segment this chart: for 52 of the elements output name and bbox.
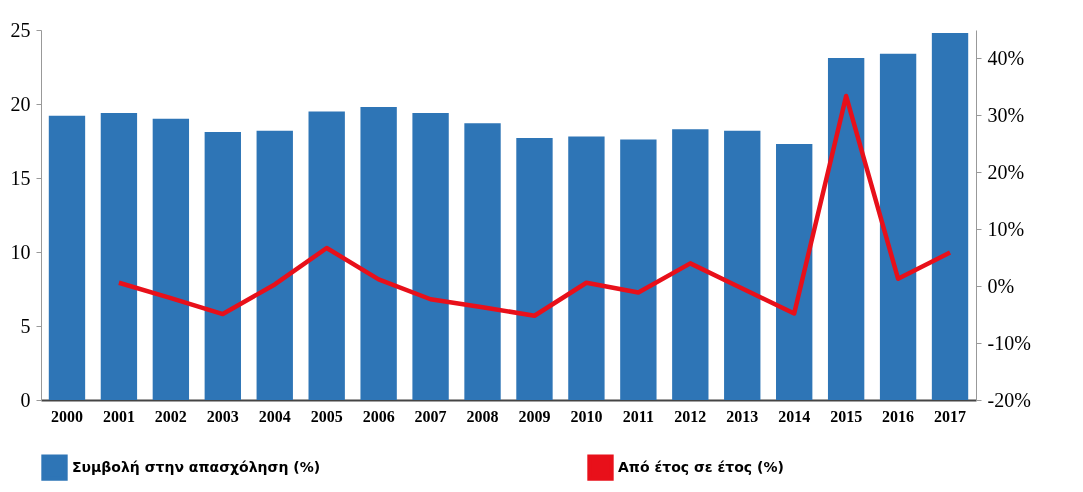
y2-tick-label: -10% bbox=[987, 331, 1031, 354]
bar bbox=[48, 115, 86, 400]
bar bbox=[724, 130, 761, 400]
x-tick-label: 2001 bbox=[102, 407, 135, 425]
bar bbox=[776, 143, 813, 400]
x-tick-label: 2008 bbox=[466, 407, 499, 425]
y-tick-label: 25 bbox=[10, 18, 31, 41]
bar bbox=[412, 112, 449, 400]
y2-tick-label: 0% bbox=[987, 274, 1015, 297]
bar bbox=[568, 136, 605, 400]
bar bbox=[879, 53, 917, 400]
y-tick-label: 0 bbox=[20, 388, 31, 411]
x-tick-label: 2007 bbox=[414, 407, 447, 425]
x-tick-label: 2006 bbox=[362, 407, 395, 425]
legend-label: Από έτος σε έτος (%) bbox=[618, 458, 784, 475]
bar bbox=[516, 138, 553, 400]
x-tick-label: 2013 bbox=[726, 407, 759, 425]
bar bbox=[204, 132, 241, 400]
x-tick-label: 2015 bbox=[830, 407, 863, 425]
y2-tick-label: 10% bbox=[987, 217, 1025, 240]
x-tick-label: 2004 bbox=[258, 407, 291, 425]
y2-tick-label: 20% bbox=[987, 160, 1025, 183]
x-tick-label: 2002 bbox=[154, 407, 187, 425]
x-tick-label: 2016 bbox=[882, 407, 915, 425]
x-tick-label: 2009 bbox=[518, 407, 551, 425]
bar bbox=[620, 139, 657, 400]
bar bbox=[256, 130, 293, 400]
y-tick-label: 20 bbox=[10, 92, 31, 115]
bar bbox=[827, 58, 865, 400]
bar bbox=[308, 111, 345, 400]
bar bbox=[152, 118, 190, 400]
x-tick-label: 2012 bbox=[674, 407, 707, 425]
line-series bbox=[116, 93, 953, 318]
x-tick-label: 2005 bbox=[310, 407, 343, 425]
y2-tick-label: 40% bbox=[987, 46, 1025, 69]
bar bbox=[672, 129, 709, 400]
y2-tick-label: 30% bbox=[987, 103, 1025, 126]
x-tick-label: 2011 bbox=[622, 407, 654, 425]
x-tick-label: 2003 bbox=[206, 407, 239, 425]
y2-tick-label: -20% bbox=[987, 388, 1031, 411]
y-tick-label: 5 bbox=[20, 314, 31, 337]
y-tick-label: 15 bbox=[10, 166, 31, 189]
bar bbox=[100, 112, 138, 400]
bar bbox=[464, 123, 501, 400]
x-tick-label: 2014 bbox=[778, 407, 811, 425]
x-tick-label: 2017 bbox=[934, 407, 967, 425]
y-tick-label: 10 bbox=[10, 240, 31, 263]
bar bbox=[931, 32, 969, 400]
x-tick-label: 2000 bbox=[50, 407, 83, 425]
x-tick-label: 2010 bbox=[570, 407, 603, 425]
legend-label: Συμβολή στην απασχόληση (%) bbox=[72, 458, 321, 475]
bar bbox=[360, 106, 397, 400]
